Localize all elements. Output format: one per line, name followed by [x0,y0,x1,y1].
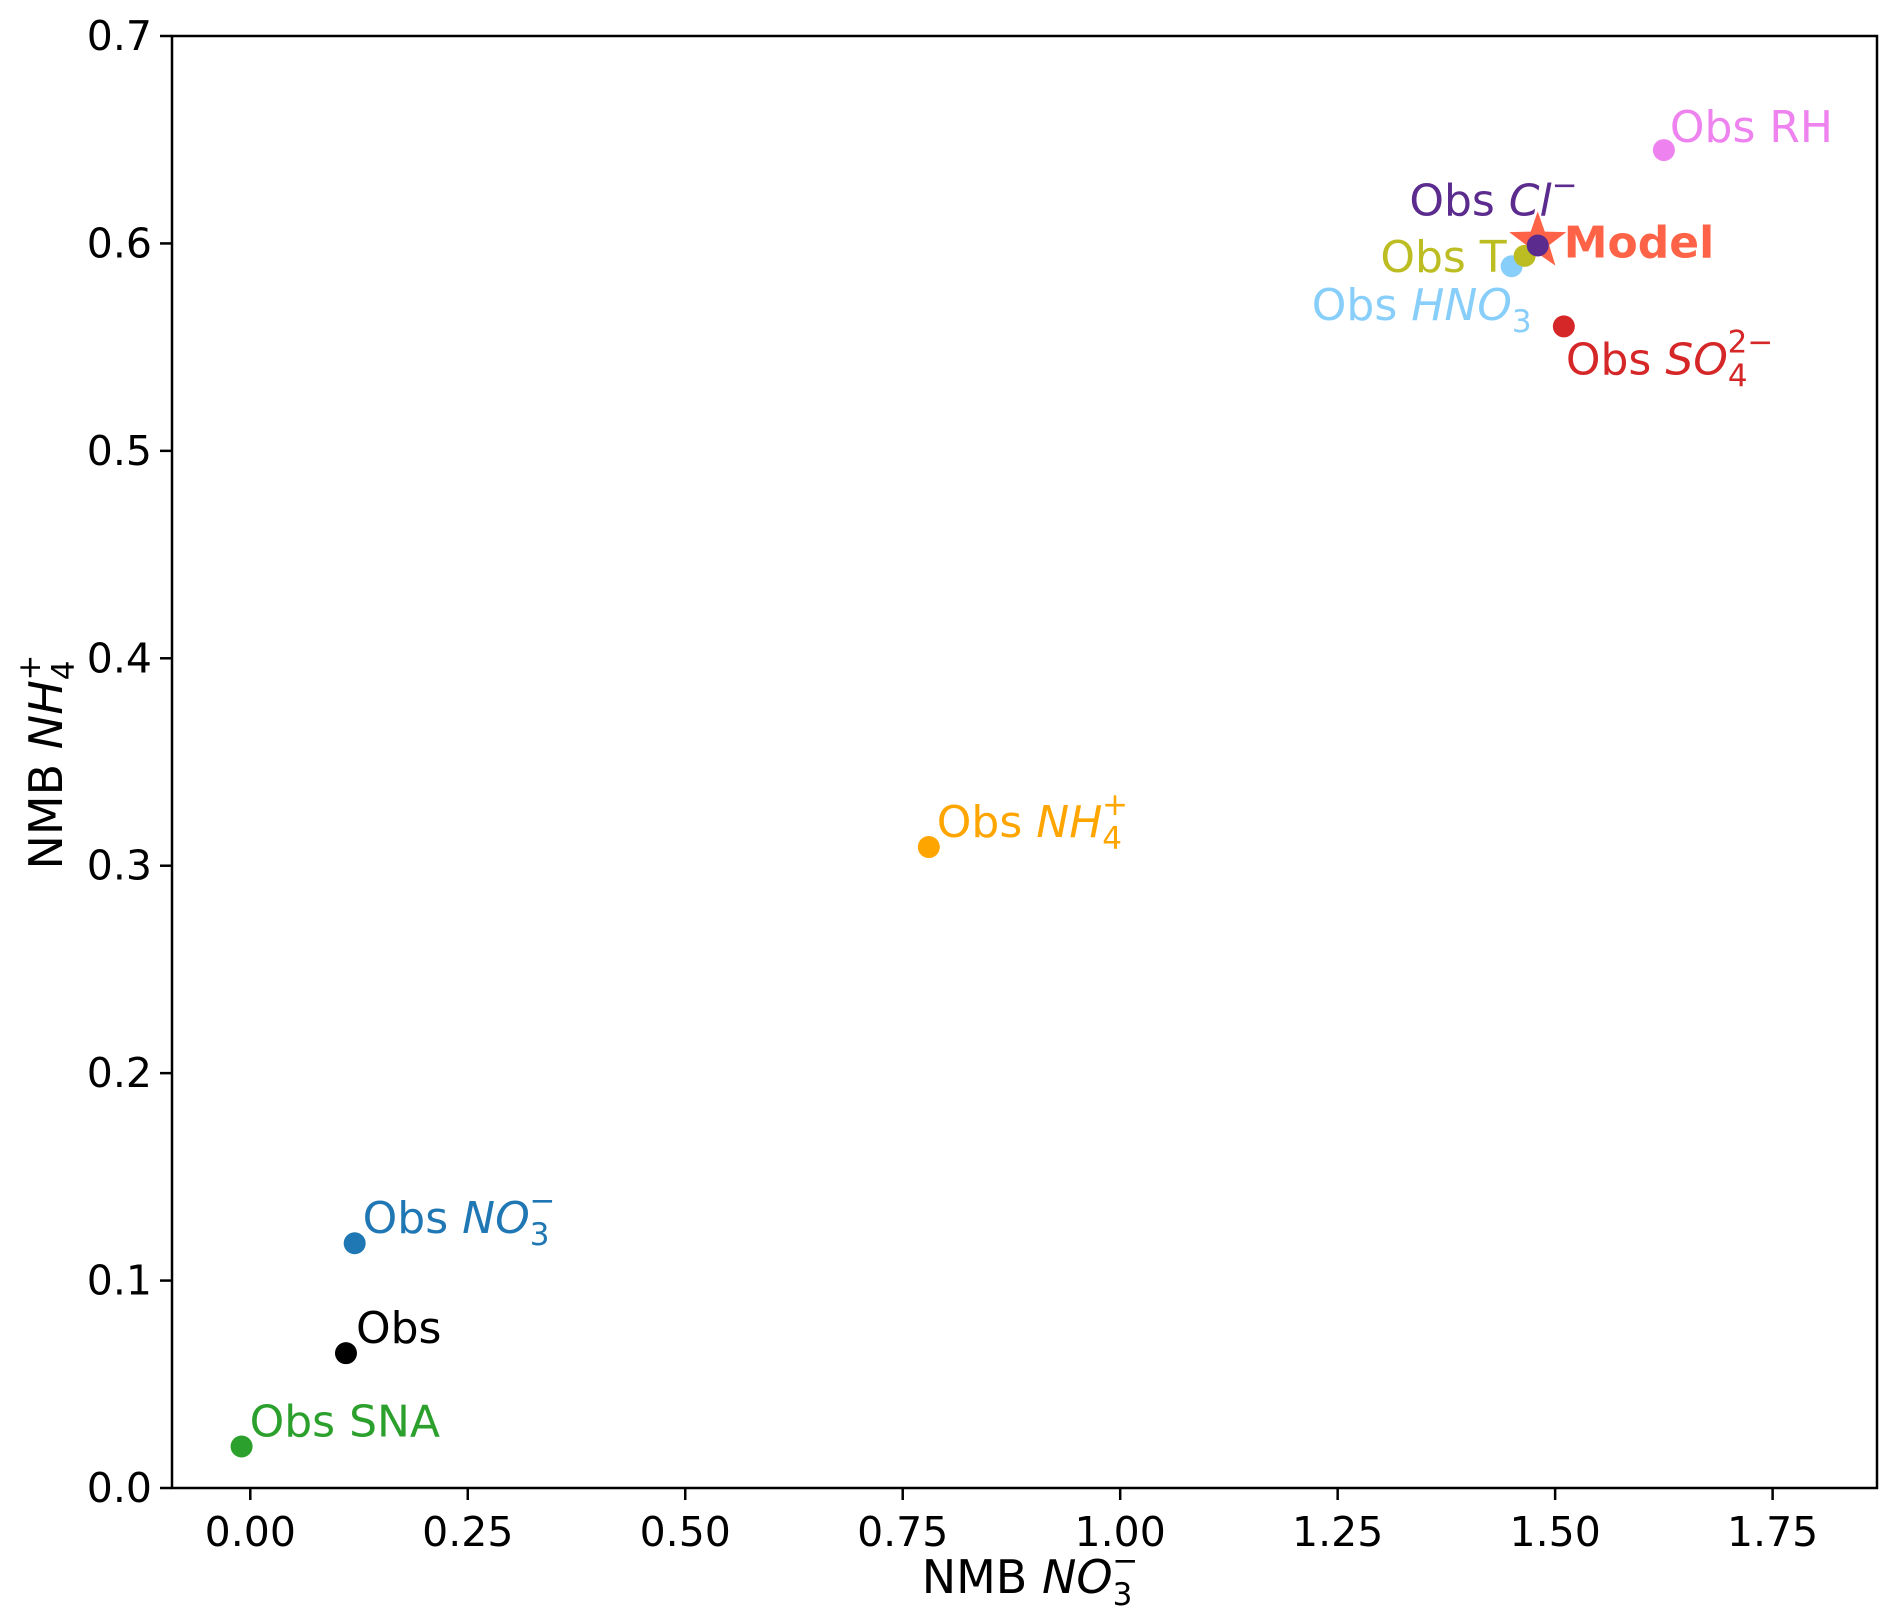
obs-cl-marker [1526,234,1549,257]
x-tick-label: 1.00 [1075,1508,1166,1556]
obs-so4-marker [1552,315,1575,338]
x-tick-label: 0.00 [205,1508,296,1556]
y-tick-label: 0.4 [87,634,152,682]
plot-frame [170,34,1879,1490]
y-tick-label: 0.6 [87,219,152,267]
x-tick-label: 0.75 [857,1508,948,1556]
obs-label: Obs [356,1303,442,1354]
y-tick-label: 0.5 [87,427,152,475]
plot-background [172,36,1877,1488]
obs-t-label: Obs T [1380,232,1506,283]
obs-rh-label: Obs RH [1670,102,1833,153]
y-axis-label: NMB NH4+ [12,655,82,870]
y-tick-label: 0.7 [87,12,152,60]
x-tick-label: 0.25 [422,1508,513,1556]
obs-no3-label: Obs NO3− [363,1183,556,1253]
obs-no3-marker [343,1232,366,1255]
obs-cl-label: Obs Cl− [1409,168,1577,227]
y-tick-label: 0.1 [87,1257,152,1305]
obs-sna-marker [230,1435,253,1458]
x-tick-label: 1.25 [1292,1508,1383,1556]
obs-nh4-label: Obs NH4+ [937,787,1128,857]
y-tick-label: 0.2 [87,1049,152,1097]
points-layer [230,139,1675,1458]
x-axis-label: NMB NO3− [922,1543,1139,1613]
model-label: Model [1564,217,1714,268]
y-tick-label: 0.0 [87,1464,152,1512]
x-tick-label: 0.50 [640,1508,731,1556]
y-tick-label: 0.3 [87,842,152,890]
obs-hno3-label: Obs HNO3 [1312,280,1532,340]
obs-marker [334,1342,357,1365]
obs-rh-marker [1652,139,1675,162]
ticks-layer: 0.00 0.25 0.50 0.75 1.00 1.25 1.50 1.75 0.0 0.1 0.… [87,12,1818,1556]
obs-sna-label: Obs SNA [250,1397,440,1448]
obs-so4-label: Obs SO42− [1566,324,1773,394]
x-tick-label: 1.50 [1509,1508,1600,1556]
obs-nh4-marker [917,836,940,859]
x-tick-label: 1.75 [1727,1508,1818,1556]
